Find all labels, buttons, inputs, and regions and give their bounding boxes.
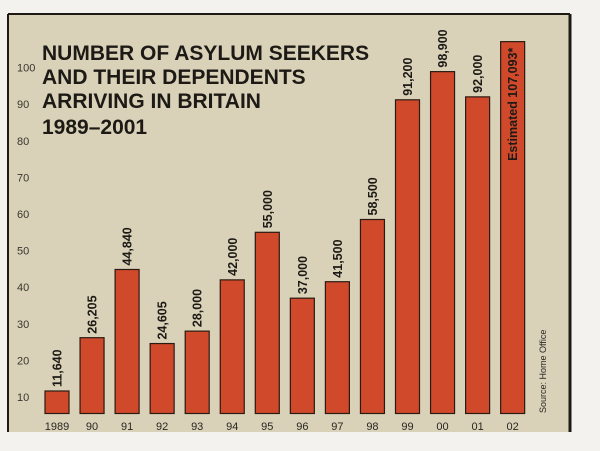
y-tick-label: 70 <box>17 172 29 184</box>
value-label-00: 98,900 <box>436 29 450 67</box>
bar-00 <box>429 71 456 415</box>
y-tick-label: 90 <box>17 99 29 111</box>
bar-96 <box>289 297 315 415</box>
bar-93 <box>184 330 210 415</box>
x-tick-label: 99 <box>401 421 413 433</box>
value-label-91: 44,840 <box>121 227 135 265</box>
y-tick-label: 10 <box>17 392 29 404</box>
value-label-01: 92,000 <box>471 55 485 93</box>
x-tick-label: 93 <box>191 421 203 433</box>
chart-title: NUMBER OF ASYLUM SEEKERS AND THEIR DEPEN… <box>42 42 369 139</box>
x-tick-label: 1989 <box>45 421 69 433</box>
bars <box>44 41 526 415</box>
bar-98 <box>359 218 386 415</box>
x-tick-label: 90 <box>86 421 98 433</box>
x-tick-label: 96 <box>296 421 308 433</box>
value-label-90: 26,205 <box>86 295 100 333</box>
bar-95 <box>254 231 280 415</box>
value-label-94: 42,000 <box>226 238 240 276</box>
title-line-4: 1989–2001 <box>42 116 147 139</box>
value-label-99: 91,200 <box>401 58 415 96</box>
y-tick-label: 20 <box>17 355 29 367</box>
source-note: Source: Home Office <box>538 330 548 413</box>
y-tick-label: 50 <box>17 246 29 258</box>
value-label-92: 24,605 <box>156 301 170 339</box>
y-tick-label: 80 <box>17 136 29 148</box>
value-label-95: 55,000 <box>261 190 275 228</box>
bar-90 <box>79 337 105 415</box>
value-label-93: 28,000 <box>191 289 205 327</box>
y-tick-label: 40 <box>17 282 29 294</box>
x-tick-label: 92 <box>156 421 168 433</box>
bar-01 <box>465 96 491 415</box>
x-tick-label: 95 <box>261 421 273 433</box>
title-line-1: NUMBER OF ASYLUM SEEKERS <box>42 42 369 65</box>
x-tick-label: 02 <box>507 421 519 433</box>
bar-97 <box>324 281 350 415</box>
value-label-96: 37,000 <box>296 256 310 294</box>
title-line-2: AND THEIR DEPENDENTS <box>42 66 306 89</box>
bar-92 <box>149 342 175 415</box>
x-tick-label: 00 <box>436 421 448 433</box>
bar-02 <box>500 41 526 415</box>
x-tick-label: 94 <box>226 421 238 433</box>
bar-99 <box>394 99 421 415</box>
value-label-1989: 11,640 <box>51 349 65 387</box>
value-label-98: 58,500 <box>366 177 380 215</box>
y-tick-label: 30 <box>17 319 29 331</box>
title-line-3: ARRIVING IN BRITAIN <box>42 90 261 113</box>
x-tick-label: 91 <box>121 421 133 433</box>
bar-94 <box>219 279 245 415</box>
value-label-02: Estimated 107,093* <box>506 48 520 161</box>
bar-91 <box>114 268 140 415</box>
value-labels: 11,640 26,205 44,840 24,605 28,000 42,000 55,0… <box>51 29 521 387</box>
x-tick-label: 01 <box>471 421 483 433</box>
x-axis: 1989 90 91 92 93 94 95 96 97 98 99 00 01 02 <box>45 421 519 433</box>
value-label-97: 41,500 <box>331 239 345 277</box>
x-tick-label: 98 <box>366 421 378 433</box>
y-tick-label: 60 <box>17 209 29 221</box>
bar-1989 <box>44 390 70 415</box>
y-tick-label: 100 <box>17 63 35 75</box>
y-axis: 10 20 30 40 50 60 70 80 90 100 <box>17 63 35 404</box>
x-tick-label: 97 <box>331 421 343 433</box>
